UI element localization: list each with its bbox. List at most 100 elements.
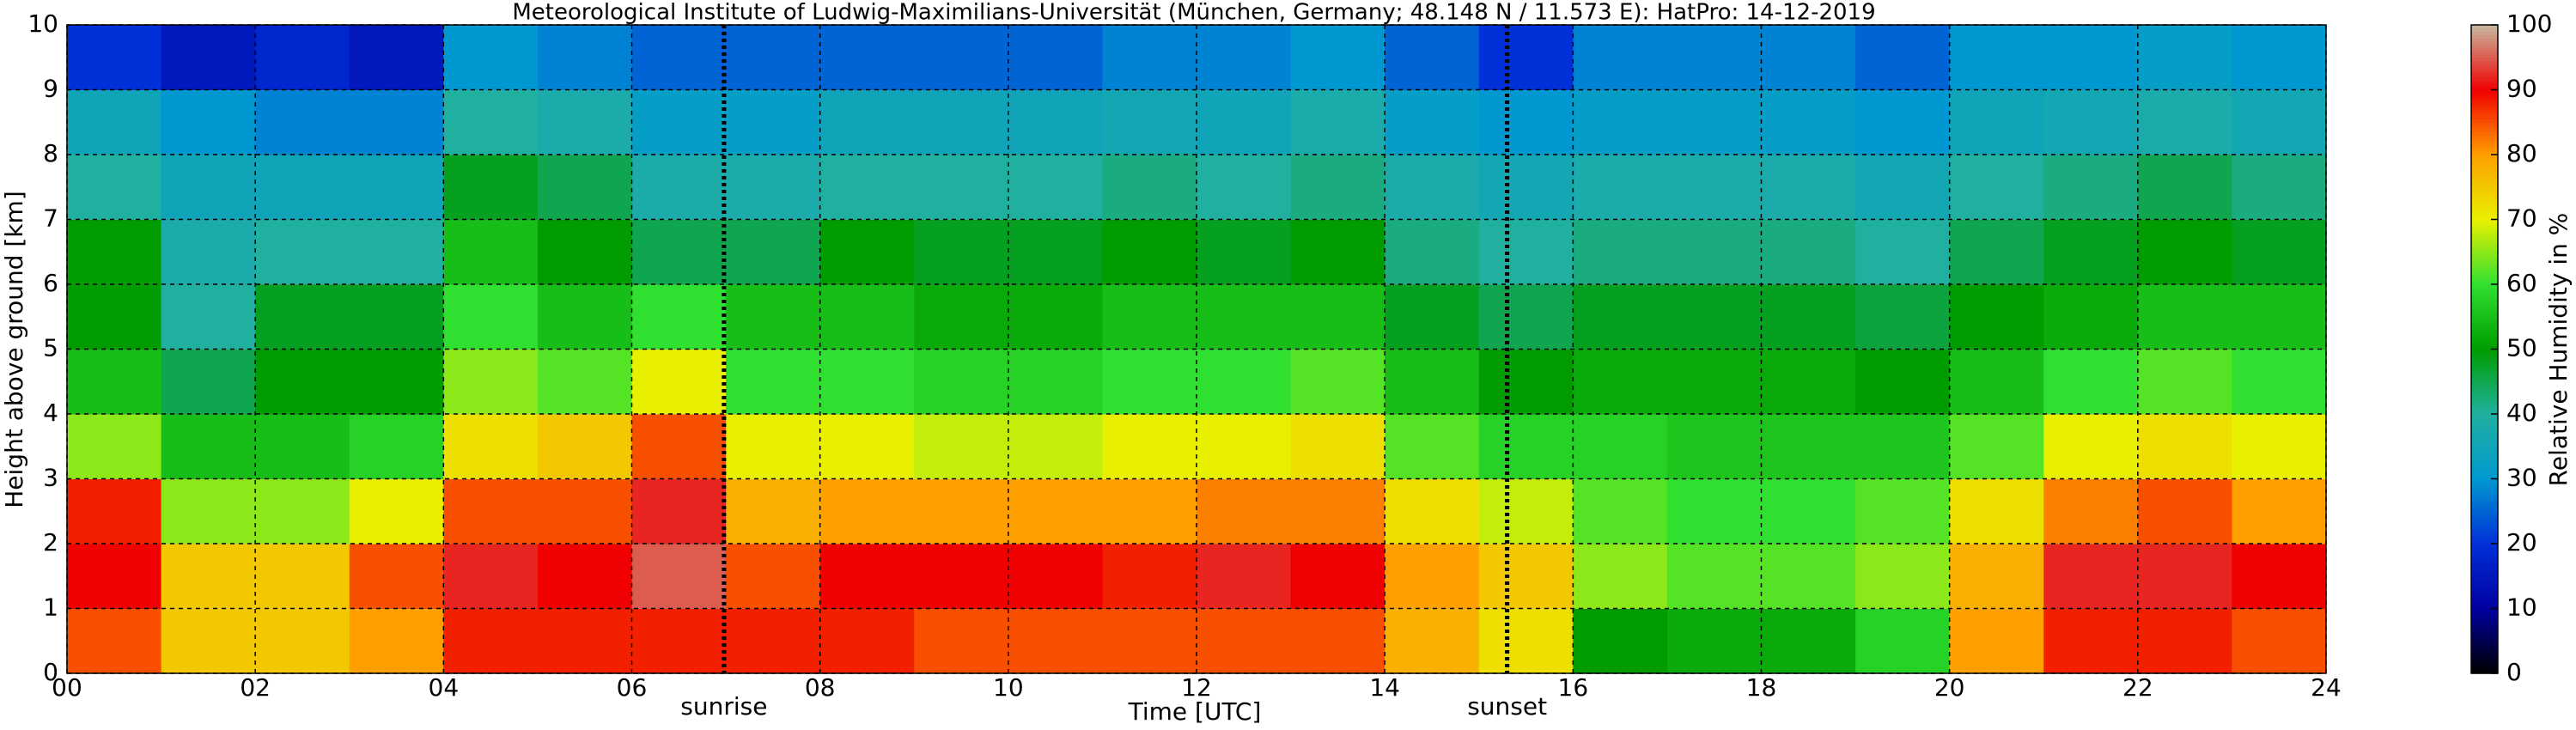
heatmap-cell bbox=[1385, 544, 1480, 609]
heatmap-cell bbox=[1008, 414, 1103, 479]
heatmap-cell bbox=[1666, 25, 1762, 90]
colorbar-segment bbox=[2471, 644, 2498, 648]
heatmap-cell bbox=[1949, 478, 2044, 544]
heatmap-cell bbox=[1008, 478, 1103, 544]
heatmap-cell bbox=[914, 608, 1009, 674]
colorbar-segment bbox=[2471, 469, 2498, 473]
heatmap-cell bbox=[161, 25, 256, 90]
colorbar-segment bbox=[2471, 356, 2498, 360]
heatmap-cell bbox=[1197, 25, 1292, 90]
colorbar-segment bbox=[2471, 44, 2498, 49]
heatmap-cell bbox=[1761, 414, 1856, 479]
colorbar-segment bbox=[2471, 34, 2498, 39]
colorbar-segment bbox=[2471, 339, 2498, 344]
colorbar-segment bbox=[2471, 404, 2498, 409]
heatmap-cell bbox=[67, 284, 162, 350]
x-tick-label: 24 bbox=[2311, 673, 2342, 702]
colorbar-segment bbox=[2471, 228, 2498, 234]
heatmap-cell bbox=[1197, 608, 1292, 674]
colorbar-segment bbox=[2471, 579, 2498, 583]
heatmap-cell bbox=[1573, 349, 1668, 415]
heatmap-cell bbox=[255, 478, 350, 544]
heatmap-cell bbox=[819, 25, 915, 90]
heatmap-cell bbox=[819, 155, 915, 220]
colorbar-segment bbox=[2471, 128, 2498, 133]
colorbar-segment bbox=[2471, 533, 2498, 538]
heatmap-cell bbox=[1385, 349, 1480, 415]
heatmap-cell bbox=[67, 478, 162, 544]
x-tick-label: 02 bbox=[240, 673, 271, 702]
colorbar-segment bbox=[2471, 349, 2498, 353]
heatmap-cell bbox=[1290, 349, 1385, 415]
heatmap-cell bbox=[2232, 349, 2327, 415]
heatmap-cell bbox=[161, 284, 256, 350]
heatmap-cell bbox=[255, 219, 350, 285]
colorbar-segment bbox=[2471, 131, 2498, 136]
heatmap-cell bbox=[1855, 349, 1951, 415]
colorbar-segment bbox=[2471, 307, 2498, 311]
heatmap-cell bbox=[1197, 89, 1292, 155]
colorbar-tick-label: 30 bbox=[2506, 464, 2537, 492]
heatmap-cell bbox=[2232, 284, 2327, 350]
colorbar-segment bbox=[2471, 277, 2498, 282]
colorbar-segment bbox=[2471, 99, 2498, 104]
colorbar-segment bbox=[2471, 212, 2498, 217]
colorbar-segment bbox=[2471, 210, 2498, 214]
heatmap-cell bbox=[2232, 544, 2327, 609]
colorbar-segment bbox=[2471, 617, 2498, 623]
colorbar-segment bbox=[2471, 226, 2498, 230]
colorbar-segment bbox=[2471, 144, 2498, 149]
heatmap-cell bbox=[2043, 544, 2139, 609]
heatmap-cell bbox=[1385, 89, 1480, 155]
heatmap-cell bbox=[914, 544, 1009, 609]
heatmap-cell bbox=[1008, 25, 1103, 90]
heatmap-cell bbox=[1478, 89, 1574, 155]
heatmap-cell bbox=[631, 414, 727, 479]
colorbar-segment bbox=[2471, 504, 2498, 509]
heatmap-cell bbox=[1385, 155, 1480, 220]
colorbar-segment bbox=[2471, 495, 2498, 499]
heatmap-cell bbox=[1102, 608, 1197, 674]
heatmap-cell bbox=[1573, 414, 1668, 479]
colorbar-segment bbox=[2471, 255, 2498, 259]
colorbar-segment bbox=[2471, 641, 2498, 645]
colorbar-segment bbox=[2471, 93, 2498, 97]
colorbar-segment bbox=[2471, 265, 2498, 269]
heatmap-cell bbox=[1197, 219, 1292, 285]
colorbar-segment bbox=[2471, 102, 2498, 106]
colorbar-segment bbox=[2471, 281, 2498, 285]
heatmap-cell bbox=[349, 25, 444, 90]
heatmap-cell bbox=[2232, 25, 2327, 90]
colorbar-segment bbox=[2471, 47, 2498, 52]
heatmap-cell bbox=[726, 25, 821, 90]
colorbar-segment bbox=[2471, 660, 2498, 665]
colorbar-segment bbox=[2471, 488, 2498, 493]
colorbar-segment bbox=[2471, 407, 2498, 411]
y-axis-label: Height above ground [km] bbox=[0, 191, 28, 508]
heatmap-cell bbox=[1949, 89, 2044, 155]
heatmap-cell bbox=[255, 608, 350, 674]
colorbar-segment bbox=[2471, 115, 2498, 120]
colorbar-segment bbox=[2471, 608, 2498, 612]
heatmap-cell bbox=[537, 284, 632, 350]
x-tick-label: 16 bbox=[1558, 673, 1589, 702]
colorbar-segment bbox=[2471, 206, 2498, 210]
heatmap-cell bbox=[726, 219, 821, 285]
heatmap-cell bbox=[2137, 89, 2232, 155]
heatmap-cell bbox=[537, 89, 632, 155]
heatmap-cell bbox=[1385, 478, 1480, 544]
heatmap-cell bbox=[1573, 284, 1668, 350]
heatmap-cell bbox=[1385, 414, 1480, 479]
colorbar-segment bbox=[2471, 530, 2498, 535]
colorbar-segment bbox=[2471, 498, 2498, 502]
colorbar-segment bbox=[2471, 615, 2498, 619]
colorbar-segment bbox=[2471, 287, 2498, 292]
heatmap-cell bbox=[1102, 284, 1197, 350]
y-tick-label: 6 bbox=[43, 269, 58, 297]
heatmap-cell bbox=[1197, 155, 1292, 220]
colorbar-segment bbox=[2471, 459, 2498, 464]
heatmap-cell bbox=[255, 414, 350, 479]
heatmap-cell bbox=[443, 89, 539, 155]
colorbar-segment bbox=[2471, 423, 2498, 428]
heatmap-cell bbox=[161, 349, 256, 415]
